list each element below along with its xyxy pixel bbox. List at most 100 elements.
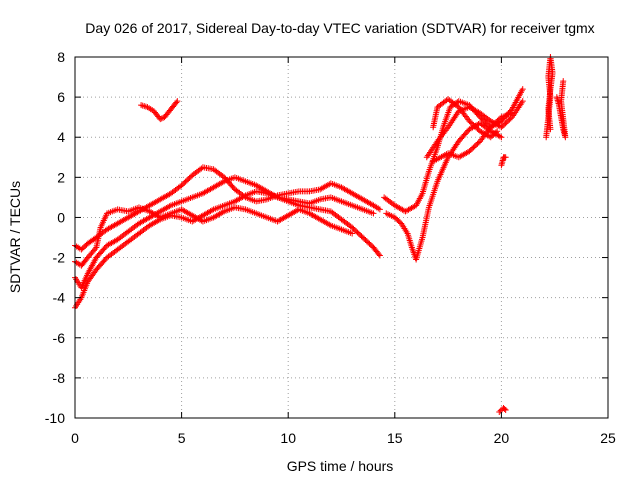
x-tick-label: 10 <box>280 430 296 446</box>
y-tick-label: -2 <box>53 250 66 266</box>
series-track-b <box>72 174 383 291</box>
y-tick-label: -8 <box>53 370 66 386</box>
data-point <box>503 119 510 126</box>
x-tick-label: 0 <box>71 430 79 446</box>
data-point <box>482 119 489 126</box>
data-point <box>560 78 567 85</box>
data-point <box>353 228 360 235</box>
data-point <box>509 110 516 117</box>
data-point <box>490 121 497 128</box>
data-point <box>501 121 508 128</box>
chart-title: Day 026 of 2017, Sidereal Day-to-day VTE… <box>85 20 594 36</box>
data-point <box>181 179 188 186</box>
axis-ticks: 0 5 10 15 20 25 -10 -8 -6 -4 -2 0 2 4 6 8 <box>45 49 616 446</box>
data-point <box>519 86 526 93</box>
y-axis-label: SDTVAR / TECUs <box>7 181 23 293</box>
data-point <box>357 231 364 238</box>
data-point <box>481 117 488 124</box>
data-point <box>471 123 478 130</box>
series-track-h <box>423 98 526 161</box>
data-point <box>186 174 193 181</box>
data-point <box>470 144 477 151</box>
x-tick-label: 20 <box>494 430 510 446</box>
series-track-m <box>543 54 556 141</box>
x-tick-label: 5 <box>178 430 186 446</box>
data-point <box>505 117 512 124</box>
data-point <box>483 120 490 127</box>
data-point <box>466 118 473 125</box>
data-point <box>491 120 498 127</box>
x-tick-label: 25 <box>600 430 616 446</box>
data-point <box>506 116 513 123</box>
series-track-d <box>72 204 356 269</box>
data-point <box>493 119 500 126</box>
data-point <box>497 115 504 122</box>
data-point <box>499 122 506 129</box>
data-point <box>138 102 145 109</box>
data-point <box>498 134 505 141</box>
data-point <box>471 143 478 150</box>
series-track-n <box>553 78 569 141</box>
data-point <box>185 176 192 183</box>
data-point <box>501 405 508 412</box>
data-point <box>469 120 476 127</box>
data-point <box>173 99 180 106</box>
data-point <box>497 407 504 414</box>
x-axis-label: GPS time / hours <box>287 458 394 474</box>
y-tick-label: -6 <box>53 330 66 346</box>
data-point <box>489 122 496 129</box>
series-track-e <box>138 98 181 123</box>
grid-lines <box>75 57 608 418</box>
series-track-j <box>430 110 516 165</box>
plot-frame <box>74 56 609 419</box>
data-point <box>182 178 189 185</box>
data-point <box>475 139 482 146</box>
data-point <box>174 98 181 105</box>
data-point <box>92 245 99 252</box>
data-point <box>502 120 509 127</box>
series-track-k <box>498 154 509 169</box>
data-point <box>502 406 509 413</box>
data-point <box>350 225 357 232</box>
data-point <box>359 234 366 241</box>
data-point <box>139 102 146 109</box>
data-point <box>178 182 185 189</box>
y-tick-label: -10 <box>45 410 65 426</box>
data-point <box>179 181 186 188</box>
data-point <box>158 115 165 122</box>
data-point <box>362 237 369 244</box>
data-point <box>351 226 358 233</box>
y-tick-label: 0 <box>57 209 65 225</box>
y-tick-label: 6 <box>57 89 65 105</box>
data-point <box>467 119 474 126</box>
data-point <box>473 124 480 131</box>
data-point <box>496 408 503 415</box>
data-point <box>502 154 509 161</box>
data-point <box>498 124 505 131</box>
data-point <box>358 233 365 240</box>
data-point <box>363 238 370 245</box>
data-point <box>183 177 190 184</box>
data-point <box>354 229 361 236</box>
data-point <box>474 140 481 147</box>
y-tick-label: 2 <box>57 169 65 185</box>
data-point <box>474 125 481 132</box>
data-point <box>469 145 476 152</box>
data-point <box>376 206 383 213</box>
data-point <box>494 128 501 135</box>
series-track-l <box>496 404 509 415</box>
data-point <box>355 230 362 237</box>
data-point <box>466 148 473 155</box>
data-point <box>349 230 356 237</box>
y-tick-label: 8 <box>57 49 65 65</box>
data-point <box>349 224 356 231</box>
series-track-g <box>383 120 505 263</box>
data-point <box>365 239 372 246</box>
y-tick-label: 4 <box>57 129 65 145</box>
data-point <box>376 252 383 259</box>
data-point <box>547 126 554 133</box>
data-point <box>494 117 501 124</box>
data-point <box>470 121 477 128</box>
